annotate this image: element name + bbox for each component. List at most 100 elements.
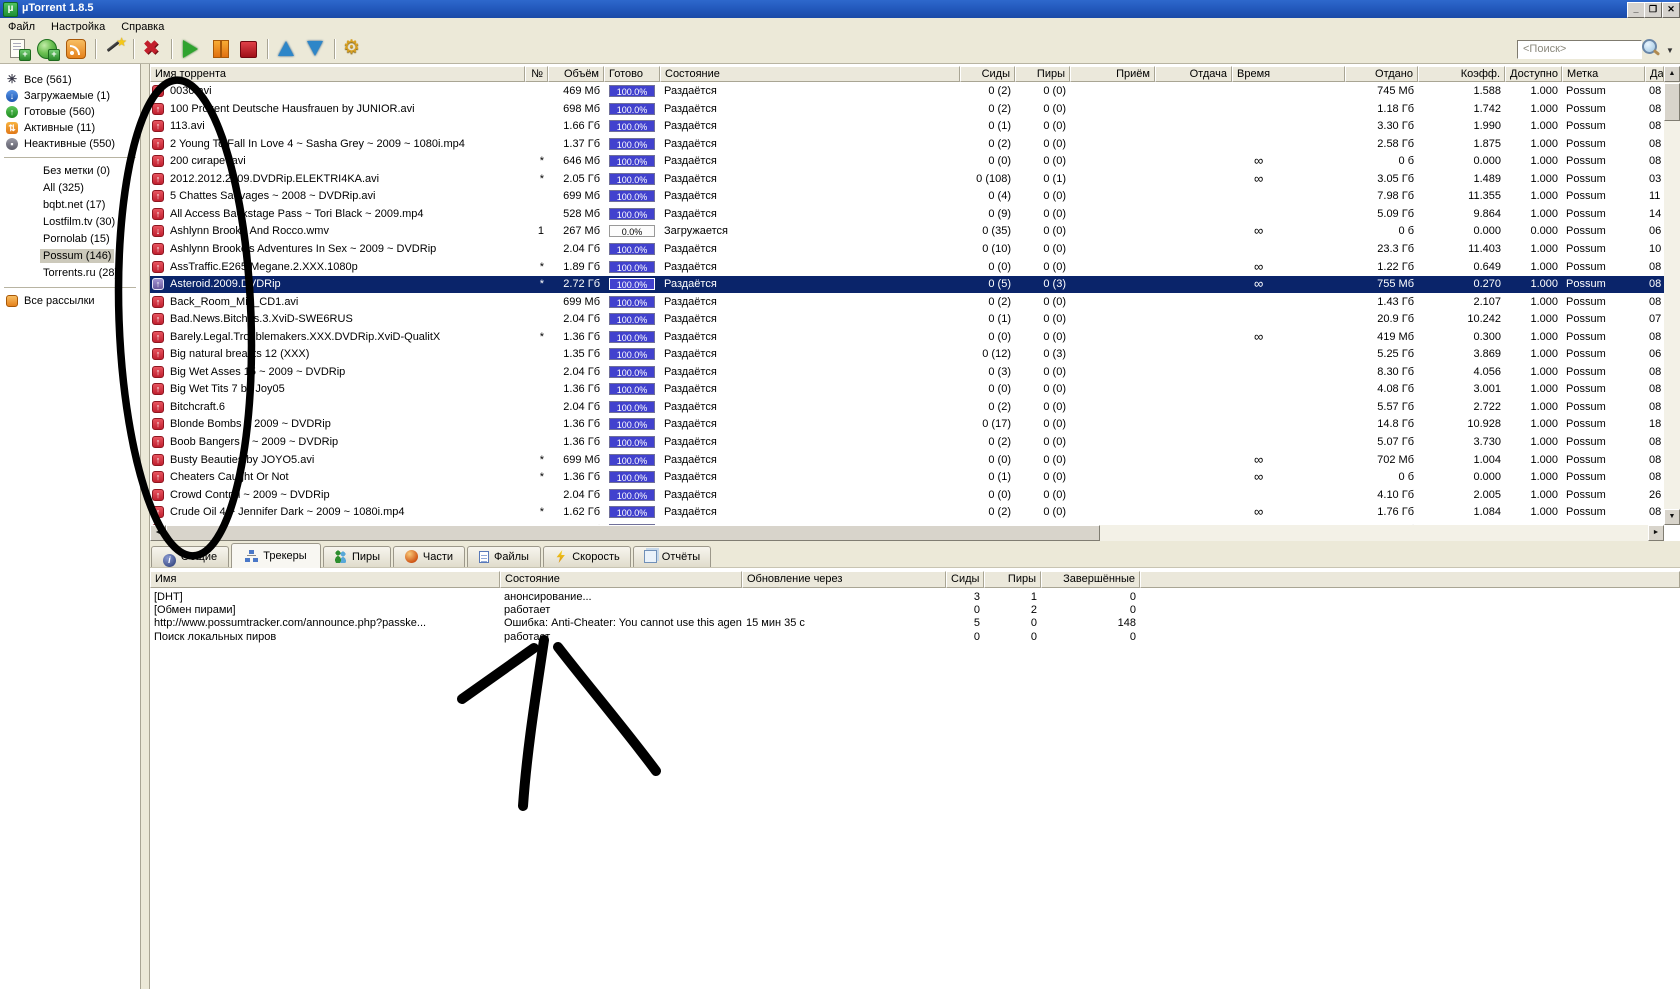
torrent-row[interactable]: ↑ Busty Beauties by JOYO5.avi * 699 Мб 100.0… bbox=[150, 452, 1664, 469]
tracker-column-header-2[interactable]: Обновление через bbox=[742, 571, 946, 588]
torrent-row[interactable]: ↑ Crowd Control ~ 2009 ~ DVDRip 2.04 Гб 100… bbox=[150, 487, 1664, 504]
column-header-2[interactable]: Объём bbox=[548, 66, 604, 82]
torrent-row[interactable]: ↑ Big Wet Tits 7 by Joy05 1.36 Гб 100.0% Раз… bbox=[150, 381, 1664, 398]
sidebar-label-item[interactable]: bqbt.net (17) bbox=[0, 197, 140, 214]
pause-torrent-button[interactable] bbox=[207, 37, 233, 61]
preferences-button[interactable]: ⚙ bbox=[341, 37, 367, 61]
tracker-row[interactable]: [DHT] анонсирование... 3 1 0 bbox=[150, 591, 1680, 604]
scroll-down-button[interactable]: ▼ bbox=[1664, 509, 1680, 525]
create-torrent-button[interactable]: ★ bbox=[102, 35, 128, 61]
column-header-8[interactable]: Отдача bbox=[1155, 66, 1232, 82]
torrent-row[interactable]: ↑ 0030.avi 469 Мб 100.0% Раздаётся 0 (2) 0 (0)… bbox=[150, 83, 1664, 100]
search-input[interactable]: <Поиск> bbox=[1517, 40, 1642, 59]
torrent-row[interactable]: ↑ Blonde Bombs ~ 2009 ~ DVDRip 1.36 Гб 100.… bbox=[150, 416, 1664, 433]
column-header-5[interactable]: Сиды bbox=[960, 66, 1015, 82]
tab-trackers[interactable]: Трекеры bbox=[231, 543, 321, 568]
column-header-14[interactable]: Да bbox=[1645, 66, 1664, 82]
move-queue-up-button[interactable] bbox=[274, 37, 300, 61]
torrent-row[interactable]: ↑ 113.avi 1.66 Гб 100.0% Раздаётся 0 (1) 0 (0)… bbox=[150, 118, 1664, 135]
torrent-row[interactable]: ↑ Asteroid.2009.DVDRip * 2.72 Гб 100.0% Разда… bbox=[150, 276, 1664, 294]
add-torrent-from-url-button[interactable]: + bbox=[35, 37, 61, 61]
tracker-row[interactable]: Поиск локальных пиров работает 0 0 0 bbox=[150, 631, 1680, 644]
sidebar-category-done[interactable]: ↑ Готовые (560) bbox=[0, 104, 140, 120]
tracker-row[interactable]: http://www.possumtracker.com/announce.ph… bbox=[150, 617, 1680, 630]
start-torrent-button[interactable] bbox=[178, 37, 204, 61]
menu-item-2[interactable]: Справка bbox=[121, 20, 165, 33]
scroll-up-button[interactable]: ▲ bbox=[1664, 66, 1680, 82]
torrent-row[interactable]: ↑ Back_Room_Milf_CD1.avi 699 Мб 100.0% Разда… bbox=[150, 294, 1664, 311]
add-torrent-button[interactable]: + bbox=[6, 37, 32, 61]
column-header-12[interactable]: Доступно bbox=[1505, 66, 1562, 82]
sidebar-category-active[interactable]: ⇅ Активные (11) bbox=[0, 120, 140, 136]
torrent-row[interactable]: ↑ 200 сигарет.avi * 646 Мб 100.0% Раздаётся 0 … bbox=[150, 153, 1664, 170]
tracker-column-header-6[interactable] bbox=[1140, 571, 1680, 588]
column-header-0[interactable]: Имя торрента bbox=[150, 66, 525, 82]
torrent-row[interactable]: ↑ Big natural breasts 12 (XXX) 1.35 Гб 100.… bbox=[150, 346, 1664, 363]
tab-pieces[interactable]: Части bbox=[393, 546, 465, 567]
torrent-row[interactable]: ↑ Boob Bangers 6 ~ 2009 ~ DVDRip 1.36 Гб 10… bbox=[150, 434, 1664, 451]
remove-torrent-button[interactable]: ✖ bbox=[140, 37, 166, 61]
close-button[interactable]: ✕ bbox=[1662, 2, 1680, 18]
sidebar-label-item[interactable]: Torrents.ru (28) bbox=[0, 265, 140, 282]
column-header-6[interactable]: Пиры bbox=[1015, 66, 1070, 82]
torrent-row[interactable]: ↑ AssTraffic.E265.Megane.2.XXX.1080p * 1.89… bbox=[150, 259, 1664, 276]
column-header-3[interactable]: Готово bbox=[604, 66, 660, 82]
torrent-row[interactable]: ↑ Bad.News.Bitches.3.XviD-SWE6RUS 2.04 Гб 1… bbox=[150, 311, 1664, 328]
column-header-1[interactable]: № bbox=[525, 66, 548, 82]
torrent-row[interactable]: ↑ 100 Prozent Deutsche Hausfrauen by JUNI… bbox=[150, 101, 1664, 118]
sidebar-category-all[interactable]: ✳ Все (561) bbox=[0, 72, 140, 88]
column-header-13[interactable]: Метка bbox=[1562, 66, 1645, 82]
tab-peers[interactable]: Пиры bbox=[323, 546, 391, 567]
tracker-column-header-3[interactable]: Сиды bbox=[946, 571, 984, 588]
rss-downloader-button[interactable] bbox=[64, 37, 90, 61]
scroll-right-button[interactable]: ► bbox=[1648, 525, 1664, 541]
column-header-10[interactable]: Отдано bbox=[1345, 66, 1418, 82]
sidebar-label-item[interactable]: Pornolab (15) bbox=[0, 231, 140, 248]
sidebar-splitter[interactable] bbox=[140, 64, 150, 989]
tracker-column-header-5[interactable]: Завершённые bbox=[1041, 571, 1140, 588]
sidebar-item-feeds[interactable]: Все рассылки bbox=[0, 293, 140, 309]
move-queue-down-button[interactable] bbox=[303, 37, 329, 61]
tab-files[interactable]: Файлы bbox=[467, 546, 541, 567]
sidebar-label-item[interactable]: Possum (146) bbox=[0, 248, 140, 265]
tab-general[interactable]: i Общие bbox=[151, 546, 229, 567]
torrent-cell-2: 2.04 Гб bbox=[563, 400, 600, 413]
vertical-scrollbar-thumb[interactable] bbox=[1664, 83, 1680, 121]
torrent-row[interactable]: ↑ 5 Chattes Sauvages ~ 2008 ~ DVDRip.avi 6… bbox=[150, 188, 1664, 205]
column-header-4[interactable]: Состояние bbox=[660, 66, 960, 82]
tracker-column-header-1[interactable]: Состояние bbox=[500, 571, 742, 588]
column-header-11[interactable]: Коэфф. bbox=[1418, 66, 1505, 82]
tracker-column-header-4[interactable]: Пиры bbox=[984, 571, 1041, 588]
horizontal-scrollbar-thumb[interactable] bbox=[166, 525, 1100, 541]
torrent-row[interactable]: ↑ 2 Young To Fall In Love 4 ~ Sasha Grey … bbox=[150, 136, 1664, 153]
torrent-row[interactable]: ↓ Ashlynn Brooke And Rocco.wmv 1 267 Мб 0.0%… bbox=[150, 223, 1664, 240]
sidebar-category-inactive[interactable]: ▪ Неактивные (550) bbox=[0, 136, 140, 152]
vertical-scrollbar-track[interactable] bbox=[1664, 82, 1680, 509]
restore-button[interactable]: ❐ bbox=[1644, 2, 1662, 18]
torrent-row[interactable]: ↑ Big Wet Asses 15 ~ 2009 ~ DVDRip 2.04 Гб… bbox=[150, 364, 1664, 381]
menu-item-1[interactable]: Настройка bbox=[51, 20, 106, 33]
minimize-button[interactable]: _ bbox=[1627, 2, 1645, 18]
torrent-row[interactable]: ↑ Bitchcraft.6 2.04 Гб 100.0% Раздаётся 0 (2)… bbox=[150, 399, 1664, 416]
tab-speed[interactable]: Скорость bbox=[543, 546, 631, 567]
torrent-row[interactable]: ↑ Crude Oil 4 ~ Jennifer Dark ~ 2009 ~ 10… bbox=[150, 504, 1664, 521]
tracker-row[interactable]: [Обмен пирами] работает 0 2 0 bbox=[150, 604, 1680, 617]
search-icon[interactable] bbox=[1640, 38, 1661, 58]
scroll-left-button[interactable]: ◄ bbox=[150, 525, 166, 541]
torrent-row[interactable]: ↑ All Access Backstage Pass ~ Tori Black … bbox=[150, 206, 1664, 223]
sidebar-label-item[interactable]: All (325) bbox=[0, 180, 140, 197]
search-dropdown-caret-icon[interactable]: ▼ bbox=[1666, 46, 1674, 55]
column-header-7[interactable]: Приём bbox=[1070, 66, 1155, 82]
tracker-column-header-0[interactable]: Имя bbox=[150, 571, 500, 588]
torrent-row[interactable]: ↑ 2012.2012.2009.DVDRip.ELEKTRI4KA.avi * 2.… bbox=[150, 171, 1664, 188]
sidebar-category-down[interactable]: ↓ Загружаемые (1) bbox=[0, 88, 140, 104]
sidebar-label-item[interactable]: Lostfilm.tv (30) bbox=[0, 214, 140, 231]
menu-item-0[interactable]: Файл bbox=[8, 20, 36, 33]
torrent-row[interactable]: ↑ Ashlynn Brooke's Adventures In Sex ~ 20… bbox=[150, 241, 1664, 258]
torrent-row[interactable]: ↑ Cheaters Caught Or Not * 1.36 Гб 100.0% Раз… bbox=[150, 469, 1664, 486]
torrent-row[interactable]: ↑ Barely.Legal.Troublemakers.XXX.DVDRip.X… bbox=[150, 329, 1664, 346]
sidebar-label-item[interactable]: Без метки (0) bbox=[0, 163, 140, 180]
column-header-9[interactable]: Время bbox=[1232, 66, 1345, 82]
tab-reports[interactable]: Отчёты bbox=[633, 546, 711, 567]
stop-torrent-button[interactable] bbox=[236, 37, 262, 61]
